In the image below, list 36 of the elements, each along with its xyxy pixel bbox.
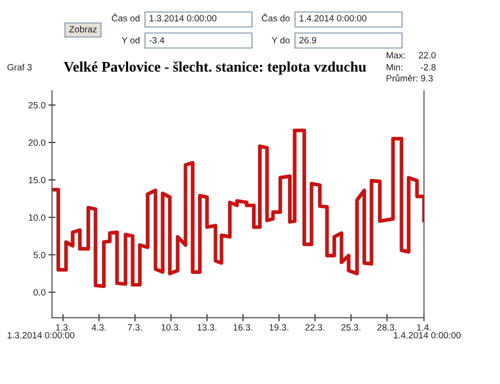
x-tick-label: 4.3. <box>92 324 106 331</box>
text: 1.4.2014 0:00:00 <box>300 15 366 22</box>
text: 22.0 <box>418 52 436 58</box>
text: Průměr: 9.3 <box>386 74 433 82</box>
text: Zobraz <box>69 26 97 32</box>
text: Čas do <box>262 13 290 22</box>
y-tick-label: 0.0 <box>34 289 46 296</box>
y-tick-label: 5.0 <box>34 252 46 258</box>
chart-title: Velké Pavlovice - šlecht. stanice: teplota vzduchu <box>64 61 366 75</box>
line-series <box>52 128 424 288</box>
x-tick-label: 13.3. <box>198 324 216 331</box>
text: -3.4 <box>149 37 164 44</box>
x-tick-label: 25.3. <box>341 324 360 331</box>
text: Y od <box>122 36 140 44</box>
x-tick-label: 22.3. <box>305 324 324 331</box>
x-tick-label: 7.3. <box>128 324 142 331</box>
x-tick-label: 28.3. <box>377 324 396 331</box>
text: -2.8 <box>420 64 436 70</box>
text: Min: <box>386 64 402 70</box>
x-tick-label: 1.4. <box>417 324 431 330</box>
y-tick-label: 25.0 <box>28 102 46 108</box>
x-tick-label: 19.3. <box>270 324 288 331</box>
text: Max: <box>386 52 405 58</box>
text: 1.3.2014 0:00:00 <box>150 15 216 22</box>
x-tick-label: 1.3. <box>56 324 70 331</box>
y-tick-label: 15.0 <box>28 176 46 184</box>
text: Čas od <box>112 13 140 22</box>
text: Y do <box>272 36 290 44</box>
text: Graf 3 <box>7 64 32 70</box>
y-tick-label: 20.0 <box>28 139 46 146</box>
text: 26.9 <box>299 37 316 44</box>
text: 1.3.2014 0:00:00 <box>8 332 74 338</box>
text: 1.4.2014 0:00:00 <box>394 332 461 338</box>
y-tick-label: 10.0 <box>28 214 46 221</box>
x-tick-label: 16.3. <box>234 324 252 331</box>
x-tick-label: 10.3. <box>162 324 180 331</box>
